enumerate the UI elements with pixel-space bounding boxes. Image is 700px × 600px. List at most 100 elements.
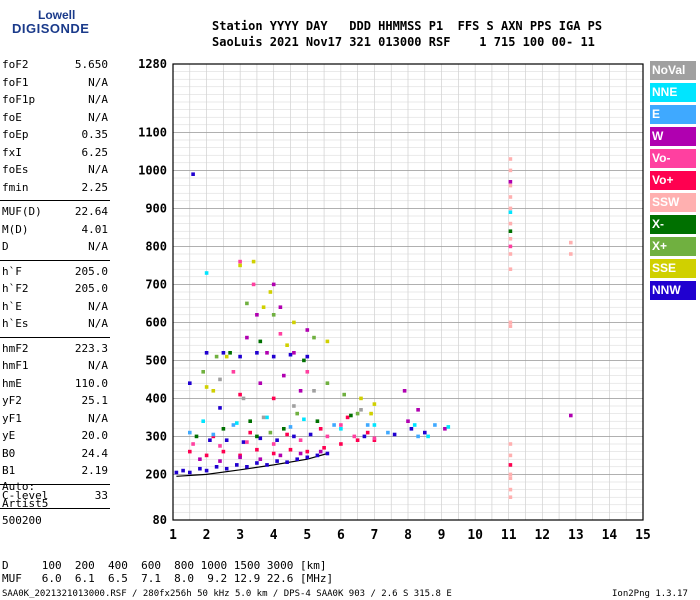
param-row: foF2 5.650 (2, 58, 108, 75)
echo-point (265, 351, 269, 355)
echo-point (214, 354, 219, 359)
echo-point (416, 408, 420, 412)
echo-point (241, 440, 246, 444)
echo-point (508, 168, 513, 173)
y-tick-label: 200 (145, 467, 167, 481)
echo-point (288, 352, 293, 357)
echo-point (214, 465, 219, 469)
echo-point (285, 460, 289, 464)
echo-point (211, 389, 216, 393)
echo-point (255, 434, 259, 439)
x-tick-label: 5 (303, 528, 311, 543)
y-tick-label: 900 (145, 201, 167, 215)
param-name: fmin (2, 180, 29, 194)
echo-point (365, 423, 370, 427)
echo-point (188, 470, 192, 475)
echo-point (188, 449, 192, 454)
param-name: C-level (2, 488, 49, 502)
echo-point (228, 351, 232, 355)
echo-point (508, 221, 513, 226)
y-tick-label: 800 (145, 239, 167, 253)
echo-point (508, 180, 513, 184)
echo-point (416, 434, 420, 439)
y-tick-label: 400 (145, 391, 167, 405)
echo-point (315, 419, 320, 423)
echo-point (292, 351, 296, 355)
echo-point (508, 453, 513, 458)
echo-point (508, 320, 513, 325)
param-value: N/A (88, 240, 108, 253)
param-row: fmin 2.25 (2, 181, 108, 198)
echo-point (312, 389, 316, 393)
echo-point (569, 252, 573, 256)
param-value: 205.0 (74, 282, 108, 295)
logo-lowell: Lowell (38, 8, 76, 22)
legend-item: NNW (650, 281, 696, 300)
echo-point (352, 434, 357, 439)
legend-item: SSW (650, 193, 696, 212)
echo-point (245, 335, 249, 340)
echo-point (285, 432, 289, 437)
echo-point (508, 472, 513, 477)
echo-point (433, 423, 437, 427)
echo-point (322, 446, 326, 450)
echo-point (508, 229, 513, 233)
param-row: D N/A (2, 240, 108, 257)
echo-point (271, 396, 276, 401)
echo-point (224, 466, 229, 471)
footer-version: Ion2Png 1.3.17 (612, 589, 688, 599)
y-tick-label: 500 (145, 353, 167, 367)
param-value: 24.4 (81, 446, 109, 460)
echo-point (255, 461, 259, 465)
echo-point (238, 263, 242, 268)
echo-point (265, 415, 269, 420)
echo-point (288, 447, 293, 452)
echo-point (278, 453, 283, 458)
param-name: fxI (2, 145, 22, 159)
echo-point (241, 396, 246, 401)
echo-point (508, 324, 513, 328)
echo-point (569, 240, 573, 245)
x-tick-label: 9 (438, 528, 446, 543)
param-name: B0 (2, 446, 16, 460)
virtual-height-trace (176, 452, 328, 477)
param-value: 2.19 (81, 464, 109, 477)
param-row: h`F2 205.0 (2, 282, 108, 299)
echo-point (258, 457, 263, 461)
param-value: 205.0 (74, 264, 108, 278)
echo-point (325, 339, 330, 344)
echo-point (372, 423, 377, 427)
param-row: fxI 6.25 (2, 146, 108, 163)
legend-item: W (650, 127, 696, 146)
echo-point (508, 210, 513, 214)
param-name: yF2 (2, 394, 22, 407)
echo-point (359, 396, 363, 401)
echo-point (308, 432, 313, 437)
echo-point (325, 451, 330, 456)
footer-file-info: SAA0K_2021321013000.RSF / 280fx256h 50 k… (2, 589, 452, 599)
x-tick-label: 8 (404, 528, 412, 543)
echo-point (238, 455, 242, 460)
echo-point (292, 404, 296, 408)
auto-system: Artist5 (2, 497, 49, 510)
echo-point (251, 259, 256, 264)
echo-point (271, 282, 276, 287)
echo-point (508, 244, 513, 249)
echo-point (238, 392, 242, 397)
param-row: foE N/A (2, 111, 108, 128)
echo-point (271, 313, 276, 317)
echo-point (282, 373, 286, 378)
param-name: foEp (2, 128, 29, 141)
echo-point (221, 449, 226, 454)
echo-point (446, 425, 451, 429)
x-tick-label: 6 (337, 528, 345, 543)
param-name: h`F2 (2, 282, 29, 295)
echo-point (275, 438, 279, 442)
echo-point (211, 434, 216, 439)
echo-point (282, 427, 286, 431)
x-tick-label: 3 (236, 528, 244, 543)
echo-point (508, 252, 513, 256)
echo-point (412, 423, 417, 427)
